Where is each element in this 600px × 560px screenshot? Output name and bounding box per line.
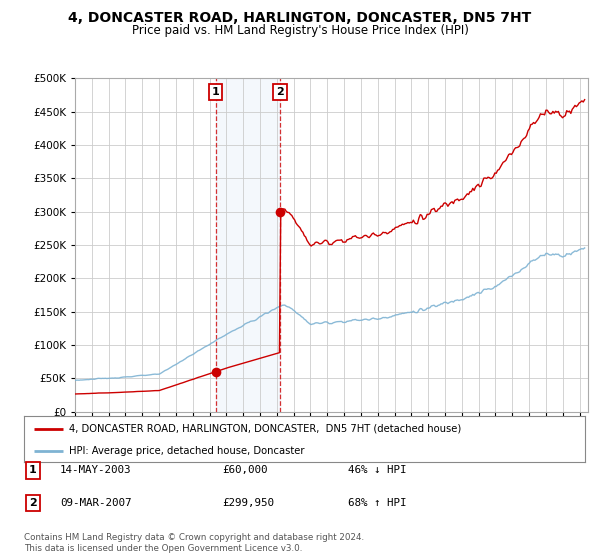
Text: £60,000: £60,000 bbox=[222, 465, 268, 475]
Text: HPI: Average price, detached house, Doncaster: HPI: Average price, detached house, Donc… bbox=[69, 446, 304, 455]
Text: 4, DONCASTER ROAD, HARLINGTON, DONCASTER, DN5 7HT: 4, DONCASTER ROAD, HARLINGTON, DONCASTER… bbox=[68, 11, 532, 25]
Text: 4, DONCASTER ROAD, HARLINGTON, DONCASTER,  DN5 7HT (detached house): 4, DONCASTER ROAD, HARLINGTON, DONCASTER… bbox=[69, 424, 461, 434]
Text: Price paid vs. HM Land Registry's House Price Index (HPI): Price paid vs. HM Land Registry's House … bbox=[131, 24, 469, 36]
Text: 1: 1 bbox=[212, 87, 220, 97]
Text: 2: 2 bbox=[276, 87, 284, 97]
Text: 1: 1 bbox=[29, 465, 37, 475]
Text: Contains HM Land Registry data © Crown copyright and database right 2024.
This d: Contains HM Land Registry data © Crown c… bbox=[24, 533, 364, 553]
Text: £299,950: £299,950 bbox=[222, 498, 274, 508]
Text: 14-MAY-2003: 14-MAY-2003 bbox=[60, 465, 131, 475]
Text: 46% ↓ HPI: 46% ↓ HPI bbox=[348, 465, 407, 475]
Text: 68% ↑ HPI: 68% ↑ HPI bbox=[348, 498, 407, 508]
Text: 09-MAR-2007: 09-MAR-2007 bbox=[60, 498, 131, 508]
Text: 2: 2 bbox=[29, 498, 37, 508]
Bar bbox=[216, 78, 280, 412]
